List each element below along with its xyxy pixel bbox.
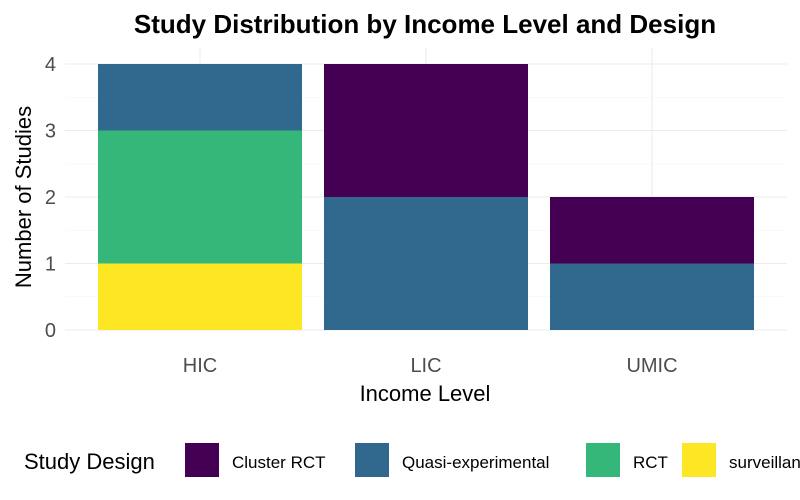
legend-key [586, 443, 620, 477]
bar-segment [550, 263, 754, 330]
y-tick-label: 2 [45, 187, 56, 209]
y-tick-label: 0 [45, 320, 56, 342]
x-tick-label: HIC [183, 355, 217, 377]
legend-label: Cluster RCT [232, 453, 326, 472]
bar-segment [98, 130, 302, 264]
y-tick-label: 4 [45, 54, 56, 76]
legend-label: Quasi-experimental [402, 453, 549, 472]
x-ticks: HIC LIC UMIC [183, 355, 678, 377]
x-axis-label: Income Level [360, 381, 491, 406]
bar-segment [98, 64, 302, 131]
legend: Study Design Cluster RCT Quasi-experiment… [24, 443, 800, 477]
legend-key [185, 443, 219, 477]
x-tick-label: UMIC [626, 355, 677, 377]
y-axis-label: Number of Studies [11, 106, 36, 288]
chart-title: Study Distribution by Income Level and D… [134, 9, 716, 39]
legend-label: RCT [633, 453, 668, 472]
legend-title: Study Design [24, 449, 155, 474]
legend-label: surveillance [729, 453, 800, 472]
bars [98, 64, 754, 330]
bar-segment [98, 263, 302, 330]
y-tick-label: 1 [45, 254, 56, 276]
bar-segment [324, 197, 528, 330]
y-ticks: 0 1 2 3 4 [45, 54, 56, 342]
legend-key [355, 443, 389, 477]
legend-key [682, 443, 716, 477]
x-tick-label: LIC [410, 355, 441, 377]
y-tick-label: 3 [45, 121, 56, 143]
bar-segment [324, 64, 528, 197]
bar-segment [550, 197, 754, 264]
